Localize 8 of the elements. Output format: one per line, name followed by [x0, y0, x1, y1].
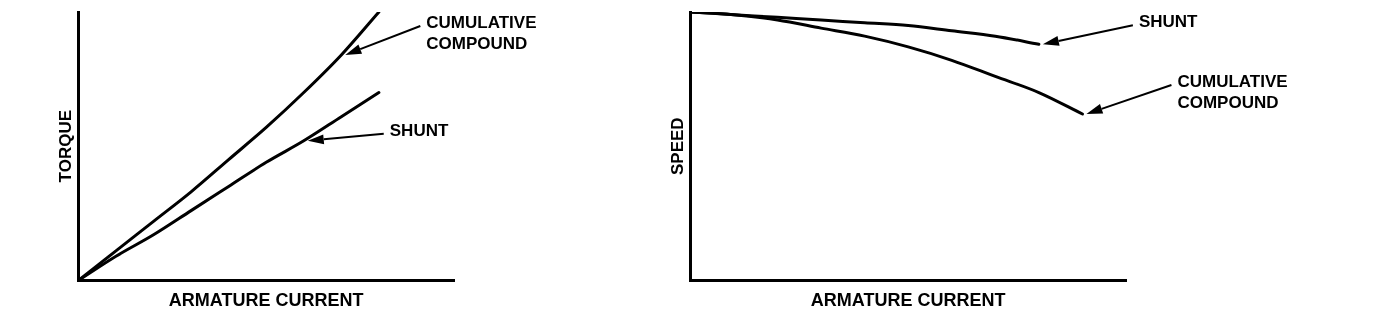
y-axis-title: SPEED	[667, 117, 687, 176]
legend-label: CUMULATIVE COMPOUND	[426, 13, 537, 54]
legend-label: CUMULATIVE COMPOUND	[1177, 72, 1288, 113]
x-axis-title: ARMATURE CURRENT	[810, 290, 1006, 311]
legend-label: SHUNT	[1138, 12, 1199, 32]
y-axis-title: TORQUE	[55, 109, 75, 183]
legend-label: SHUNT	[389, 121, 449, 141]
x-axis-title: ARMATURE CURRENT	[168, 290, 364, 311]
